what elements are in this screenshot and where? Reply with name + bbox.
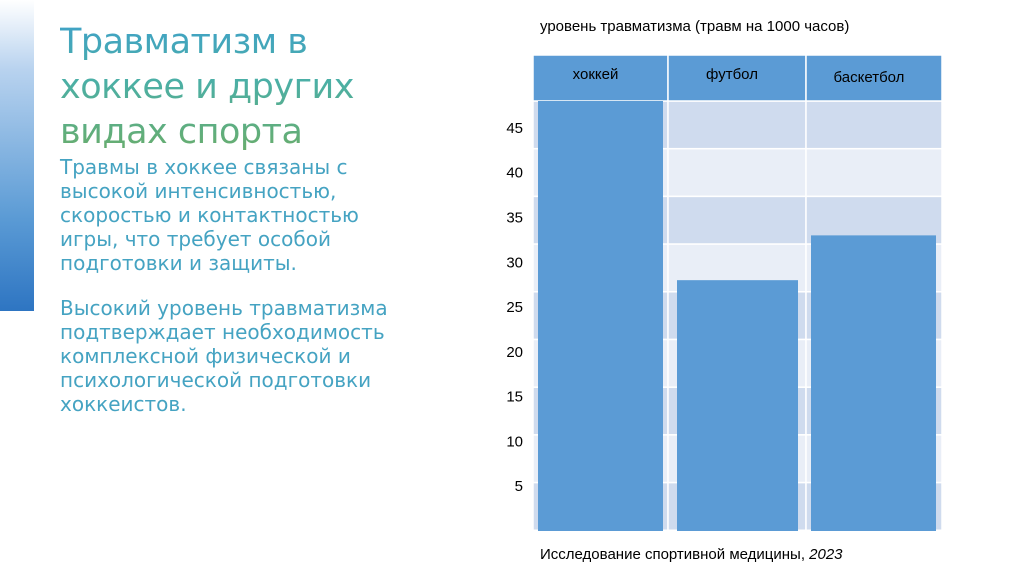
table-cell	[667, 195, 807, 245]
bar	[677, 280, 798, 531]
source-text: Исследование спортивной медицины,	[540, 546, 809, 563]
bar-series	[538, 101, 936, 531]
table-cell	[805, 147, 943, 198]
category-label: футбол	[706, 66, 758, 83]
y-tick-label: 35	[506, 209, 523, 226]
y-tick-label: 40	[506, 165, 523, 182]
category-label: баскетбол	[834, 69, 905, 86]
y-tick-label: 10	[506, 433, 523, 450]
header-cell	[805, 54, 943, 102]
chart-title: уровень травматизма (травм на 1000 часов…	[540, 18, 849, 35]
y-tick-labels: 5 10 15 20 25 30 35 40 45	[506, 120, 523, 495]
slide-title: Травматизм в хоккее и других видах спорт…	[60, 20, 390, 155]
category-label: хоккей	[573, 66, 619, 83]
y-tick-label: 45	[506, 120, 523, 137]
y-tick-label: 25	[506, 299, 523, 316]
y-tick-label: 30	[506, 254, 523, 271]
paragraph-training-need: Высокий уровень травматизма подтверждает…	[60, 296, 388, 416]
accent-gradient-bar	[0, 0, 34, 311]
table-cell	[667, 147, 807, 198]
paragraph-injury-causes: Травмы в хоккее связаны с высокой интенс…	[60, 155, 359, 275]
bar	[811, 235, 936, 531]
source-year: 2023	[808, 546, 843, 563]
header-cell	[667, 54, 807, 102]
bar	[538, 101, 663, 531]
y-tick-label: 20	[506, 344, 523, 361]
category-header-row: хоккей футбол баскетбол	[532, 54, 943, 102]
table-cell	[805, 100, 943, 150]
table-cell	[667, 100, 807, 150]
y-tick-label: 15	[506, 389, 523, 406]
chart-source: Исследование спортивной медицины, 2023	[540, 546, 843, 563]
y-tick-label: 5	[515, 478, 523, 495]
